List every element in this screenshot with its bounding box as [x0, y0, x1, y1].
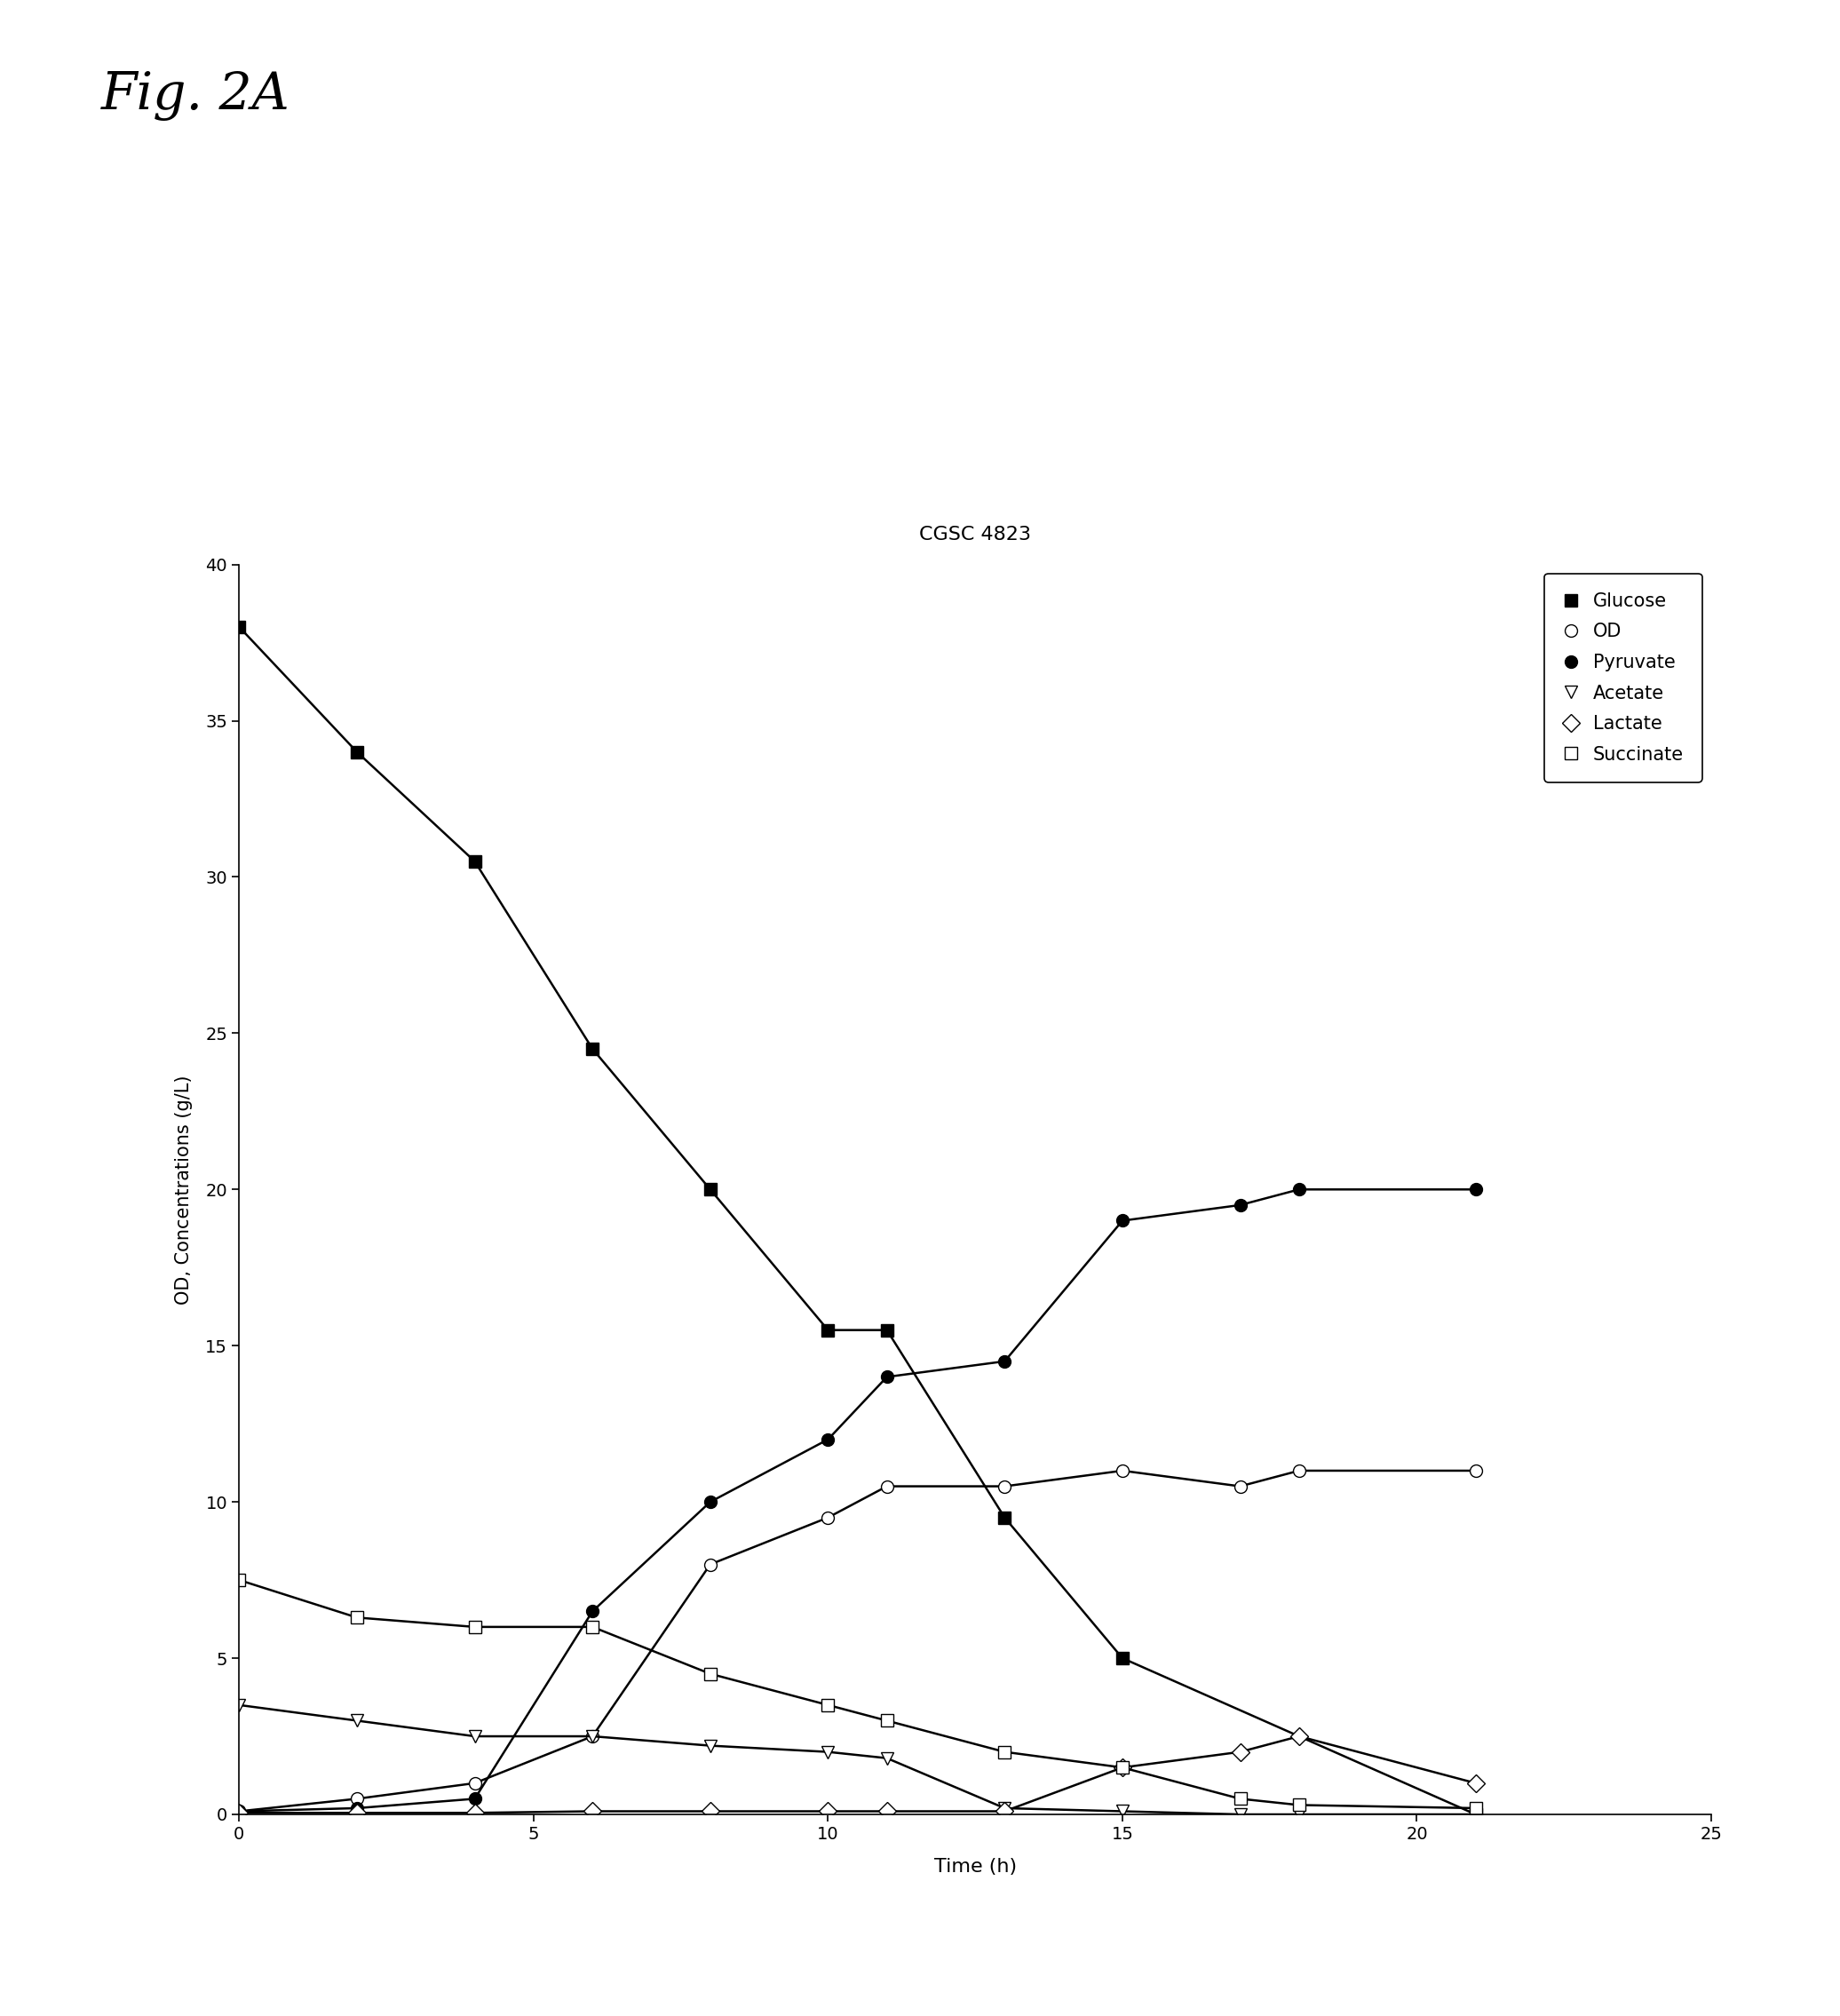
OD — [1465, 1460, 1487, 1484]
Pyruvate — [1229, 1193, 1251, 1218]
Lactate — [1288, 1724, 1310, 1748]
Lactate — [1229, 1740, 1251, 1764]
Pyruvate — [994, 1349, 1016, 1373]
OD — [876, 1474, 898, 1498]
Line: Lactate: Lactate — [234, 1730, 1481, 1818]
Glucose — [228, 615, 250, 639]
Succinate — [876, 1710, 898, 1734]
Lactate — [581, 1798, 604, 1822]
Glucose — [817, 1318, 839, 1343]
Glucose — [1465, 1802, 1487, 1826]
Line: Glucose: Glucose — [234, 621, 1481, 1820]
Acetate — [1229, 1802, 1251, 1826]
OD — [464, 1770, 486, 1794]
Glucose — [1111, 1645, 1133, 1669]
Glucose — [994, 1506, 1016, 1530]
Glucose — [346, 740, 368, 764]
Title: CGSC 4823: CGSC 4823 — [920, 526, 1030, 544]
Acetate — [464, 1724, 486, 1748]
Acetate — [994, 1796, 1016, 1820]
Acetate — [228, 1693, 250, 1718]
Line: Acetate: Acetate — [234, 1699, 1481, 1820]
Succinate — [228, 1568, 250, 1593]
Glucose — [876, 1318, 898, 1343]
Succinate — [1288, 1792, 1310, 1816]
Pyruvate — [876, 1365, 898, 1389]
Pyruvate — [1288, 1177, 1310, 1202]
Acetate — [817, 1740, 839, 1764]
Succinate — [464, 1615, 486, 1639]
Glucose — [699, 1177, 721, 1202]
Glucose — [464, 849, 486, 873]
Pyruvate — [228, 1798, 250, 1822]
Line: Succinate: Succinate — [234, 1574, 1481, 1814]
Pyruvate — [699, 1490, 721, 1514]
Y-axis label: OD, Concentrations (g/L): OD, Concentrations (g/L) — [175, 1075, 193, 1304]
Text: Fig. 2A: Fig. 2A — [101, 71, 291, 121]
Acetate — [1111, 1798, 1133, 1822]
Lactate — [228, 1800, 250, 1824]
Line: OD: OD — [234, 1464, 1481, 1818]
Acetate — [699, 1734, 721, 1758]
Legend: Glucose, OD, Pyruvate, Acetate, Lactate, Succinate: Glucose, OD, Pyruvate, Acetate, Lactate,… — [1544, 575, 1702, 782]
Lactate — [1465, 1770, 1487, 1794]
X-axis label: Time (h): Time (h) — [935, 1859, 1016, 1875]
Lactate — [464, 1800, 486, 1824]
Pyruvate — [1111, 1210, 1133, 1234]
OD — [699, 1552, 721, 1577]
Succinate — [1111, 1756, 1133, 1780]
Succinate — [1465, 1796, 1487, 1820]
OD — [817, 1506, 839, 1530]
Succinate — [699, 1661, 721, 1685]
OD — [994, 1474, 1016, 1498]
Acetate — [581, 1724, 604, 1748]
Lactate — [346, 1800, 368, 1824]
Pyruvate — [817, 1427, 839, 1452]
OD — [346, 1786, 368, 1810]
Succinate — [817, 1693, 839, 1718]
Lactate — [817, 1798, 839, 1822]
OD — [1111, 1460, 1133, 1484]
Line: Pyruvate: Pyruvate — [234, 1183, 1481, 1818]
OD — [581, 1724, 604, 1748]
Pyruvate — [464, 1786, 486, 1810]
Lactate — [699, 1798, 721, 1822]
Pyruvate — [581, 1599, 604, 1623]
Succinate — [346, 1605, 368, 1629]
Lactate — [876, 1798, 898, 1822]
Pyruvate — [346, 1796, 368, 1820]
OD — [1229, 1474, 1251, 1498]
Lactate — [1111, 1756, 1133, 1780]
Succinate — [994, 1740, 1016, 1764]
Acetate — [1288, 1802, 1310, 1826]
Acetate — [1465, 1802, 1487, 1826]
OD — [1288, 1460, 1310, 1484]
Acetate — [876, 1746, 898, 1770]
Lactate — [994, 1798, 1016, 1822]
Glucose — [581, 1036, 604, 1060]
Succinate — [581, 1615, 604, 1639]
Succinate — [1229, 1786, 1251, 1810]
Pyruvate — [1465, 1177, 1487, 1202]
Acetate — [346, 1710, 368, 1734]
OD — [228, 1798, 250, 1822]
